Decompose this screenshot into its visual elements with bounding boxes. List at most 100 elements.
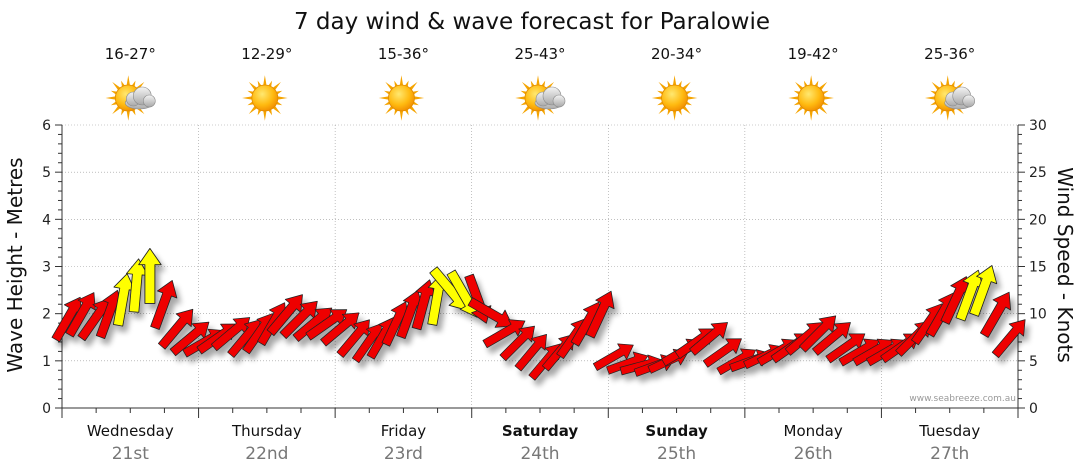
wind-arrow [979, 291, 1011, 338]
sun-ray [242, 96, 254, 100]
wind-arrow [65, 292, 96, 338]
wind-arrow [499, 325, 535, 362]
right-tick-label: 30 [1029, 118, 1047, 134]
wind-arrow [467, 297, 513, 328]
cloud-puff [962, 94, 976, 108]
wind-arrow [969, 265, 998, 317]
sun-ray [822, 96, 834, 100]
temperature-label: 25-43° [514, 45, 565, 63]
sun-ray [276, 96, 288, 100]
sun-ray [105, 96, 117, 100]
cloud-shape [124, 86, 156, 110]
sun-cloud-icon [515, 75, 566, 121]
cloud-puff [552, 94, 566, 108]
chart-axes: 0 1 2 3 4 5 6 0 5 10 15 20 25 30 [42, 118, 1047, 418]
day-name-label: Saturday [502, 422, 579, 440]
sun-ray [378, 96, 390, 100]
right-tick-label: 0 [1029, 401, 1038, 417]
sun-ray [686, 96, 698, 100]
sun-ray [788, 96, 800, 100]
right-tick-label: 25 [1029, 165, 1047, 181]
day-name-label: Friday [381, 422, 427, 440]
sun-ray [515, 96, 527, 100]
day-name-label: Thursday [231, 422, 302, 440]
day-date-label: 21st [112, 444, 149, 464]
day-name-label: Sunday [645, 422, 708, 440]
sun-ray [651, 96, 664, 100]
sun-ray [262, 109, 267, 121]
cloud-shape [944, 86, 976, 110]
sun-cloud-icon [105, 75, 156, 121]
right-tick-label: 5 [1029, 354, 1038, 370]
chart-grid [62, 124, 1018, 408]
temperature-label: 20-34° [651, 45, 702, 63]
sun-ray [809, 109, 814, 121]
sun-disc [661, 84, 688, 112]
day-name-label: Monday [784, 422, 843, 440]
sun-disc [251, 84, 279, 112]
wind-arrow [336, 319, 370, 358]
sun-ray [672, 109, 677, 121]
left-tick-label: 1 [42, 354, 51, 370]
sun-icon [651, 75, 698, 121]
wind-arrow [991, 319, 1026, 359]
weather-row: 16-27° 12-29° 15-36° 25-43° 20-34° 19-42° 25-3… [105, 45, 976, 121]
wind-arrow [689, 322, 728, 356]
sun-icon [378, 75, 425, 121]
days-row: Wednesday 21st Thursday 22nd Friday 23rd Satur… [87, 422, 980, 464]
day-date-label: 27th [930, 444, 969, 464]
sun-icon [788, 75, 834, 121]
wind-arrow [482, 319, 526, 349]
sun-ray [945, 109, 950, 121]
temperature-label: 16-27° [105, 45, 156, 63]
day-date-label: 23rd [384, 444, 423, 464]
temperature-label: 15-36° [378, 45, 429, 63]
sun-ray [399, 109, 404, 121]
wind-arrow [150, 280, 178, 330]
sun-ray [399, 75, 404, 87]
left-axis-title: Wave Height - Metres [3, 157, 27, 372]
wind-arrow [157, 308, 194, 350]
left-tick-label: 4 [42, 212, 51, 228]
wind-arrow [799, 315, 837, 353]
sun-cloud-icon [924, 75, 976, 121]
right-tick-label: 20 [1029, 212, 1047, 228]
left-tick-label: 6 [42, 118, 51, 134]
wind-arrow [812, 322, 851, 356]
wind-arrow [702, 338, 742, 368]
wind-arrows [51, 247, 1026, 381]
left-tick-label: 5 [42, 165, 51, 181]
sun-icon [242, 75, 288, 121]
sun-disc [797, 84, 825, 112]
day-date-label: 22nd [245, 444, 288, 464]
day-name-label: Tuesday [918, 422, 980, 440]
cloud-shape [534, 86, 566, 110]
left-tick-label: 2 [42, 307, 51, 323]
left-tick-label: 3 [42, 260, 51, 276]
wind-arrow [320, 312, 360, 347]
temperature-label: 12-29° [241, 45, 292, 63]
sun-ray [672, 75, 677, 87]
left-tick-label: 0 [42, 401, 51, 417]
day-name-label: Wednesday [87, 422, 174, 440]
right-tick-label: 10 [1029, 307, 1047, 323]
day-date-label: 25th [657, 444, 696, 464]
day-date-label: 24th [520, 444, 559, 464]
sun-ray [126, 109, 131, 121]
sun-ray [412, 96, 425, 100]
cloud-puff [142, 94, 156, 108]
temperature-label: 25-36° [924, 45, 975, 63]
sun-ray [536, 75, 540, 87]
sun-ray [536, 109, 540, 121]
sun-ray [126, 75, 131, 87]
right-tick-label: 15 [1029, 260, 1047, 276]
credit-text: www.seabreeze.com.au [909, 394, 1016, 404]
sun-disc [388, 84, 415, 112]
wind-arrow [585, 290, 615, 339]
sun-ray [809, 75, 814, 87]
right-axis-title: Wind Speed - Knots [1053, 167, 1077, 363]
wind-arrow [592, 343, 634, 371]
wind-arrow [138, 247, 162, 304]
sun-ray [945, 75, 950, 87]
